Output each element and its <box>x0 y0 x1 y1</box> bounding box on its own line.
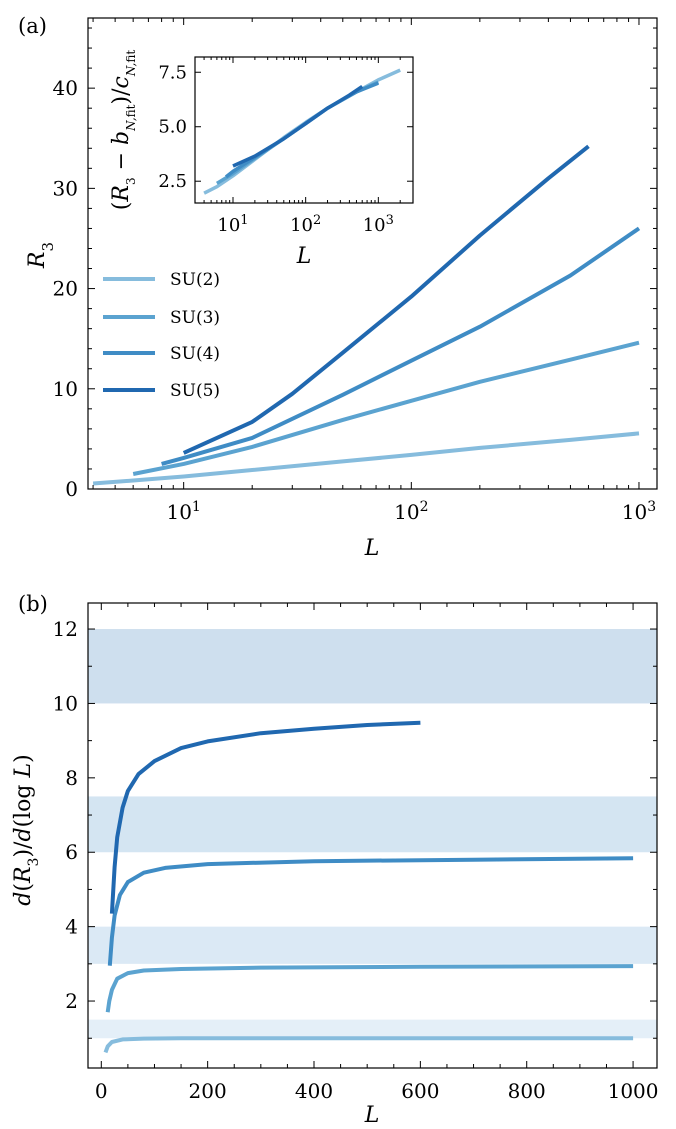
panel-b-ytick-label: 4 <box>65 915 78 939</box>
panel-a-series-su3 <box>132 340 640 476</box>
panel-b-ytick-label: 10 <box>53 691 78 715</box>
inset-plot-area <box>203 68 401 195</box>
panel-b-series-su3 <box>105 964 634 1013</box>
panel-a-ytick-label: 30 <box>53 176 78 200</box>
panel-a: 101 102 103 0 10 20 30 40 (a) L R3 SU(2) SU(3) … <box>18 14 658 561</box>
panel-b-label: (b) <box>18 592 48 616</box>
inset-xtick-label: 103 <box>363 213 394 237</box>
panel-b: 0 200 400 600 800 1000 2 4 6 8 10 12 (b) L d(R3)/d(… <box>11 592 659 1128</box>
panel-b-band-2 <box>88 926 657 964</box>
panel-b-xtick-label: 200 <box>189 1079 227 1103</box>
inset-ytick-label: 7.5 <box>158 62 187 83</box>
panel-a-legend: SU(2) SU(3) SU(4) SU(5) <box>103 270 220 401</box>
panel-a-series-su2 <box>92 431 640 486</box>
panel-b-ytick-label: 8 <box>65 766 78 790</box>
panel-a-series-su4 <box>161 226 641 466</box>
panel-b-band-4 <box>88 629 657 704</box>
panel-a-xtick-label: 101 <box>166 499 200 524</box>
panel-a-ylabel: R3 <box>25 242 57 269</box>
panel-b-frame <box>87 602 658 1069</box>
panel-b-xtick-label: 600 <box>401 1079 439 1103</box>
panel-a-inset: 101 102 103 2.5 5.0 7.5 L (R3 − bN,fit)/cN,fi… <box>109 50 414 269</box>
panel-a-xtick-label: 102 <box>394 499 428 524</box>
inset-ylabel: (R3 − bN,fit)/cN,fit <box>109 50 138 211</box>
inset-series-su5 <box>232 84 364 168</box>
legend-label-su2: SU(2) <box>170 270 220 290</box>
inset-frame <box>194 56 414 204</box>
inset-ytick-label: 2.5 <box>158 171 187 192</box>
panel-b-xtick-label: 0 <box>95 1079 108 1103</box>
panel-a-xlabel: L <box>364 536 380 561</box>
panel-b-plot-area <box>88 629 657 1054</box>
panel-b-ticks: 0 200 400 600 800 1000 2 4 6 8 10 12 <box>53 603 659 1103</box>
inset-ticks: 101 102 103 2.5 5.0 7.5 <box>158 57 413 236</box>
panel-b-xtick-label: 400 <box>295 1079 333 1103</box>
panel-a-ytick-label: 20 <box>53 277 78 301</box>
panel-b-xtick-label: 800 <box>508 1079 546 1103</box>
panel-a-series-su5 <box>182 144 590 455</box>
panel-a-ytick-label: 10 <box>53 377 78 401</box>
panel-a-frame <box>87 17 658 490</box>
panel-b-ytick-label: 6 <box>65 840 78 864</box>
panel-b-xtick-label: 1000 <box>608 1079 659 1103</box>
panel-b-band-1 <box>88 1019 657 1039</box>
panel-a-ticks: 101 102 103 0 10 20 30 40 <box>53 18 657 524</box>
panel-a-ytick-label: 0 <box>65 477 78 501</box>
panel-a-plot-area <box>92 144 641 486</box>
panel-b-series-su5 <box>109 720 421 914</box>
panel-b-ytick-label: 12 <box>53 617 78 641</box>
panel-b-xlabel: L <box>364 1103 380 1128</box>
panel-b-series-su2 <box>103 1036 634 1054</box>
legend-label-su3: SU(3) <box>170 308 220 328</box>
inset-xtick-label: 102 <box>290 213 321 237</box>
panel-b-series-su4 <box>107 856 634 966</box>
panel-b-ylabel: d(R3)/d(log L) <box>11 754 42 905</box>
legend-label-su4: SU(4) <box>170 344 220 364</box>
panel-b-band-3 <box>88 796 657 853</box>
panel-a-xtick-label: 103 <box>622 499 656 524</box>
panel-b-ytick-label: 2 <box>65 989 78 1013</box>
inset-xtick-label: 101 <box>217 213 248 237</box>
legend-label-su5: SU(5) <box>170 381 220 401</box>
inset-xlabel: L <box>296 244 312 269</box>
inset-ytick-label: 5.0 <box>158 117 187 138</box>
panel-a-label: (a) <box>18 14 47 38</box>
panel-a-ytick-label: 40 <box>53 76 78 100</box>
